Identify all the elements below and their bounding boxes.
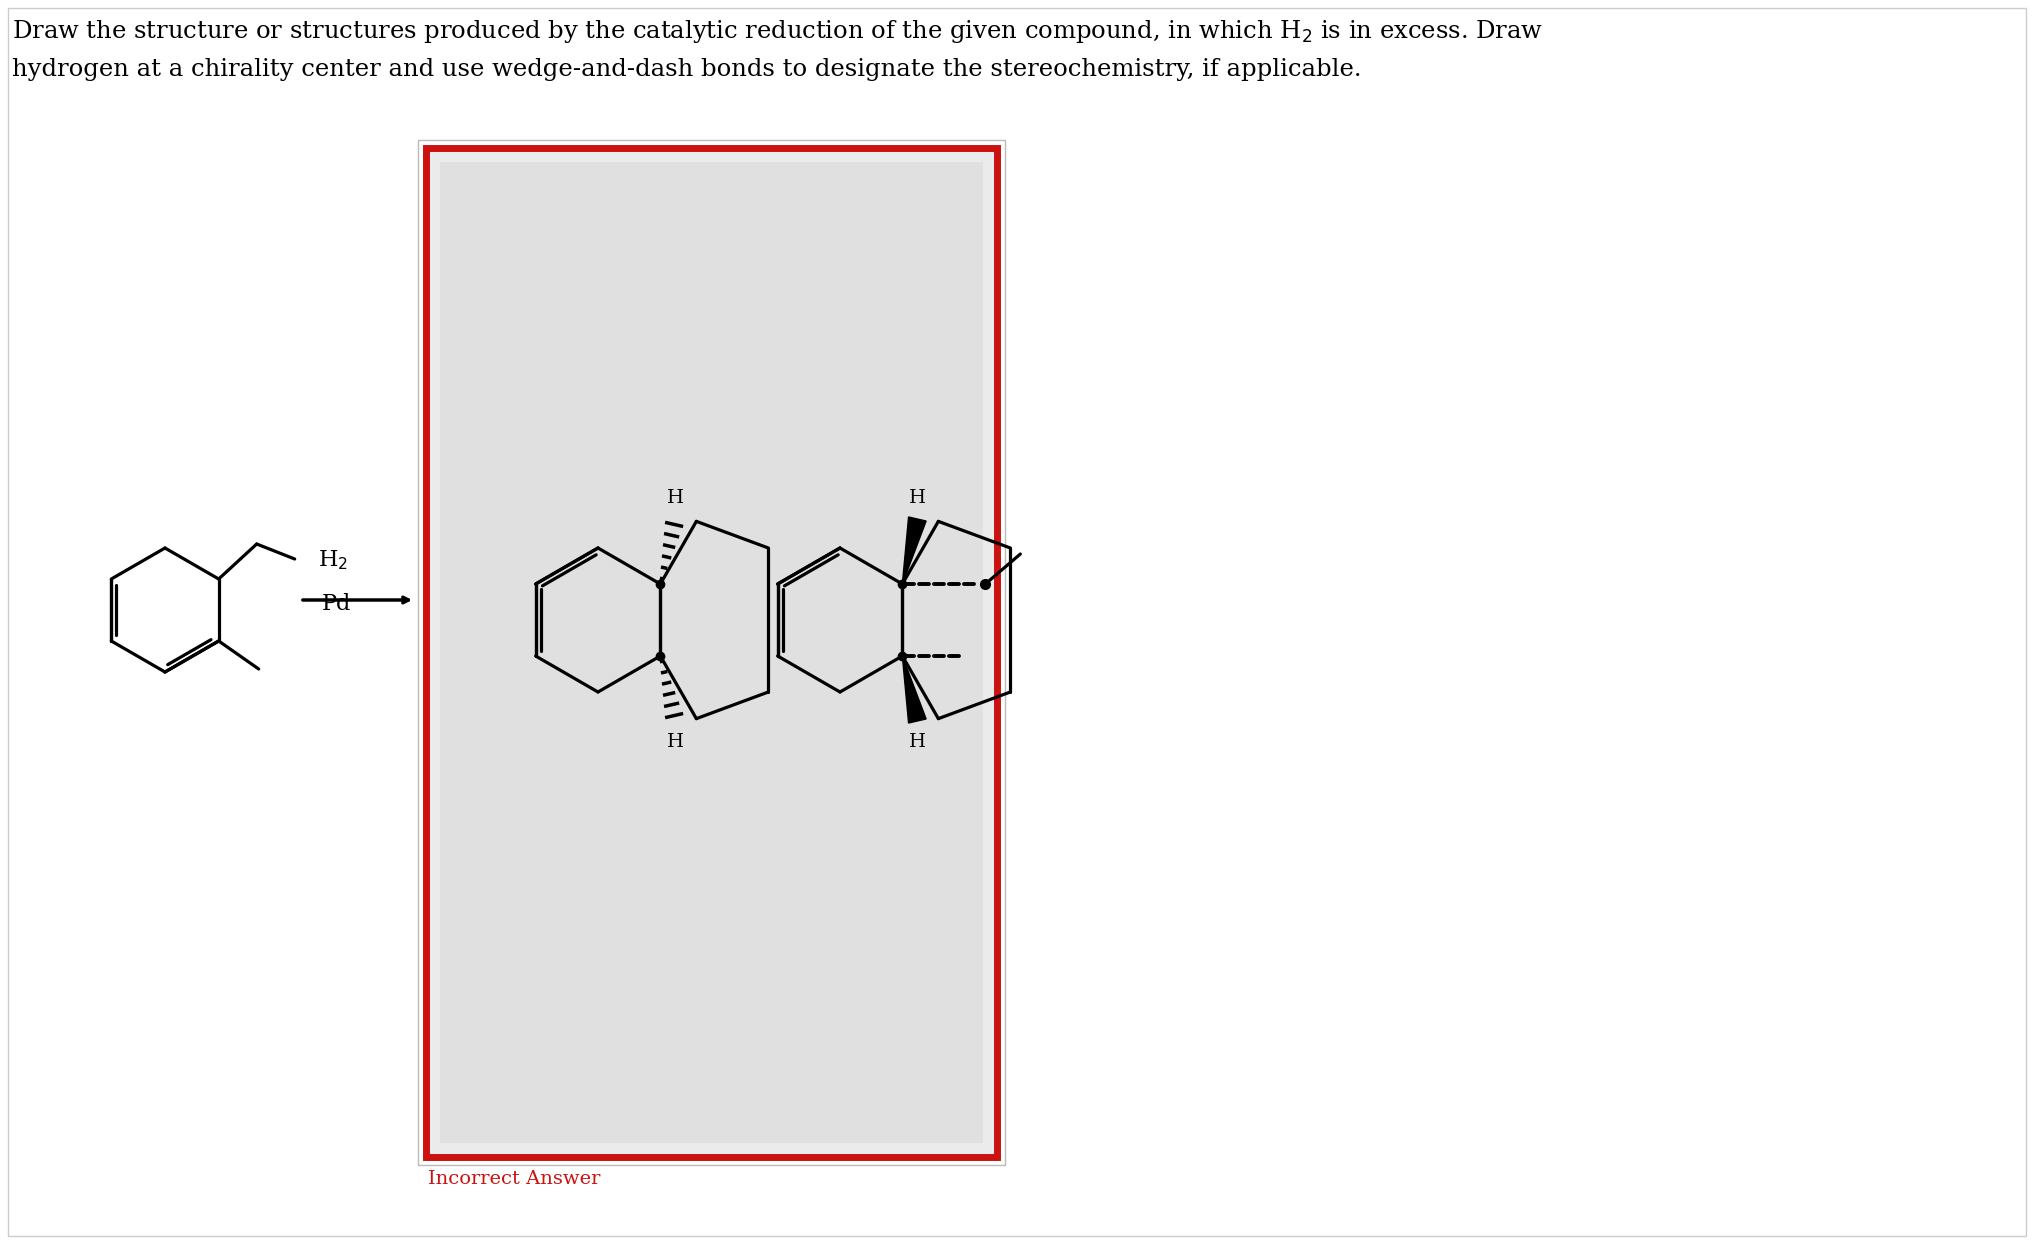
Polygon shape — [903, 518, 925, 583]
Bar — [439, 162, 982, 1143]
Text: Incorrect Answer: Incorrect Answer — [427, 1171, 600, 1188]
Text: H: H — [667, 733, 683, 751]
Text: H: H — [909, 733, 925, 751]
Text: hydrogen at a chirality center and use wedge-and-dash bonds to designate the ste: hydrogen at a chirality center and use w… — [12, 58, 1361, 81]
Text: H$_2$: H$_2$ — [317, 549, 348, 572]
Text: H: H — [909, 489, 925, 508]
Text: Draw the structure or structures produced by the catalytic reduction of the give: Draw the structure or structures produce… — [12, 17, 1544, 45]
Bar — [425, 148, 997, 1157]
Text: Pd: Pd — [321, 593, 352, 615]
Polygon shape — [903, 656, 925, 723]
Text: H: H — [667, 489, 683, 508]
Bar — [419, 141, 1005, 1164]
